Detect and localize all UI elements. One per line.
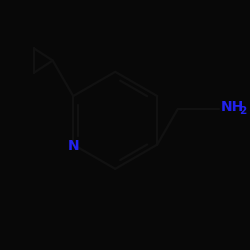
Text: N: N	[68, 138, 79, 152]
Text: 2: 2	[239, 106, 246, 116]
Text: NH: NH	[221, 100, 244, 114]
